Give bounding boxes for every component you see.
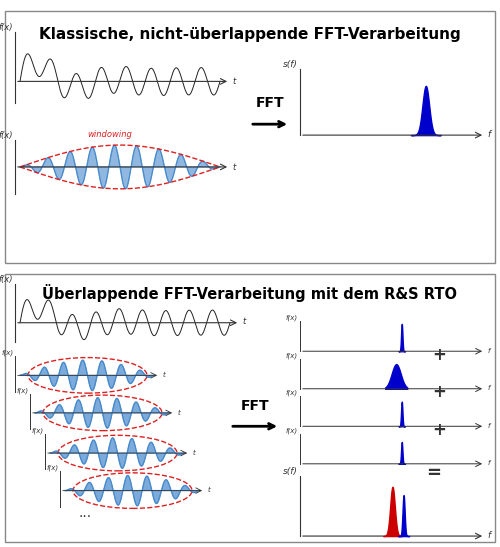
- Text: FFT: FFT: [240, 399, 270, 412]
- Text: f: f: [488, 423, 490, 429]
- Text: s(f): s(f): [282, 61, 298, 69]
- Text: windowing: windowing: [88, 130, 132, 139]
- Text: ...: ...: [78, 507, 92, 520]
- Text: FFT: FFT: [256, 96, 284, 110]
- Text: f(x): f(x): [46, 465, 58, 472]
- Text: s(f): s(f): [282, 467, 298, 476]
- Text: f(x): f(x): [0, 131, 12, 139]
- Text: f(x): f(x): [286, 427, 298, 434]
- FancyBboxPatch shape: [5, 274, 495, 542]
- Text: t: t: [232, 162, 236, 172]
- Text: t: t: [178, 410, 180, 416]
- Text: f(x): f(x): [2, 350, 14, 356]
- Text: f: f: [488, 386, 490, 392]
- Text: +: +: [432, 421, 446, 439]
- Text: f: f: [488, 531, 490, 540]
- Text: f: f: [488, 130, 490, 139]
- Text: Überlappende FFT-Verarbeitung mit dem R&S RTO: Überlappende FFT-Verarbeitung mit dem R&…: [42, 284, 458, 302]
- Text: Klassische, nicht-überlappende FFT-Verarbeitung: Klassische, nicht-überlappende FFT-Verar…: [39, 27, 461, 42]
- Text: t: t: [232, 77, 236, 86]
- Text: +: +: [432, 383, 446, 401]
- Text: f(x): f(x): [16, 387, 28, 394]
- Text: f(x): f(x): [32, 427, 44, 434]
- Text: f(x): f(x): [286, 315, 298, 321]
- Text: f(x): f(x): [286, 352, 298, 359]
- Text: t: t: [242, 317, 246, 327]
- Text: f(x): f(x): [286, 389, 298, 396]
- Text: t: t: [162, 372, 166, 378]
- Text: f: f: [488, 348, 490, 354]
- Text: =: =: [426, 463, 440, 481]
- FancyBboxPatch shape: [5, 11, 495, 263]
- Text: f: f: [488, 461, 490, 467]
- Text: t: t: [208, 487, 210, 493]
- Text: f(x): f(x): [0, 23, 12, 32]
- Text: f(x): f(x): [0, 276, 12, 284]
- Text: +: +: [432, 346, 446, 364]
- Text: t: t: [192, 450, 195, 456]
